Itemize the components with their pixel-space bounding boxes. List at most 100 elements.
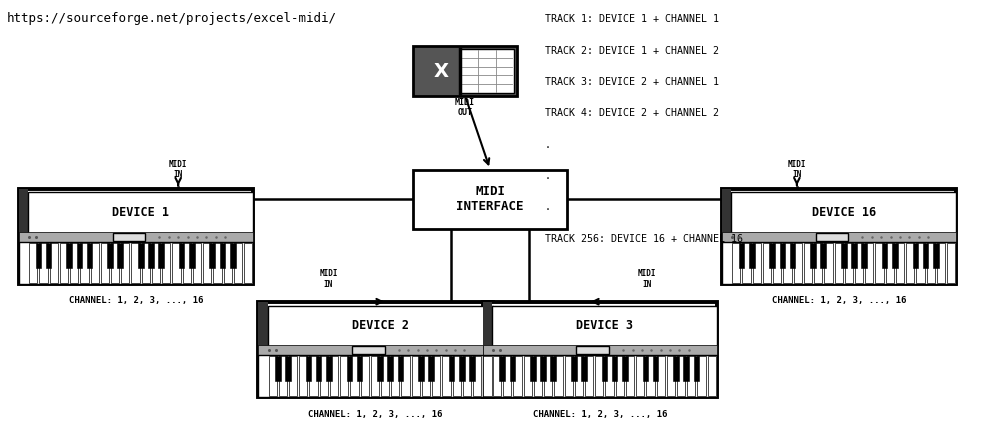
FancyBboxPatch shape	[350, 356, 359, 396]
FancyBboxPatch shape	[29, 243, 37, 283]
FancyBboxPatch shape	[886, 243, 894, 283]
FancyBboxPatch shape	[722, 242, 956, 284]
FancyBboxPatch shape	[753, 243, 761, 283]
FancyBboxPatch shape	[117, 243, 123, 268]
FancyBboxPatch shape	[595, 356, 603, 396]
FancyBboxPatch shape	[60, 243, 68, 283]
FancyBboxPatch shape	[371, 356, 379, 396]
FancyBboxPatch shape	[575, 356, 583, 396]
FancyBboxPatch shape	[209, 243, 215, 268]
Text: TRACK 256: DEVICE 16 + CHANNEL 16: TRACK 256: DEVICE 16 + CHANNEL 16	[545, 234, 743, 244]
FancyBboxPatch shape	[460, 49, 514, 93]
FancyBboxPatch shape	[503, 356, 511, 396]
FancyBboxPatch shape	[422, 356, 430, 396]
FancyBboxPatch shape	[70, 243, 78, 283]
FancyBboxPatch shape	[927, 243, 935, 283]
FancyBboxPatch shape	[142, 243, 150, 283]
FancyBboxPatch shape	[742, 243, 751, 283]
FancyBboxPatch shape	[875, 243, 884, 283]
FancyBboxPatch shape	[790, 243, 795, 268]
FancyBboxPatch shape	[449, 356, 454, 381]
FancyBboxPatch shape	[432, 356, 440, 396]
FancyBboxPatch shape	[646, 356, 655, 396]
FancyBboxPatch shape	[783, 243, 792, 283]
FancyBboxPatch shape	[581, 356, 587, 381]
FancyBboxPatch shape	[268, 306, 493, 346]
FancyBboxPatch shape	[694, 356, 699, 381]
FancyBboxPatch shape	[763, 243, 771, 283]
FancyBboxPatch shape	[289, 356, 297, 396]
FancyBboxPatch shape	[401, 356, 410, 396]
FancyBboxPatch shape	[213, 243, 222, 283]
Text: DEVICE 3: DEVICE 3	[576, 319, 633, 332]
Text: MIDI
IN: MIDI IN	[637, 269, 656, 289]
FancyBboxPatch shape	[814, 243, 822, 283]
FancyBboxPatch shape	[258, 302, 268, 397]
FancyBboxPatch shape	[824, 243, 833, 283]
FancyBboxPatch shape	[152, 243, 160, 283]
FancyBboxPatch shape	[158, 243, 164, 268]
FancyBboxPatch shape	[377, 356, 383, 381]
FancyBboxPatch shape	[483, 302, 492, 397]
FancyBboxPatch shape	[340, 356, 348, 396]
Text: DEVICE 2: DEVICE 2	[352, 319, 409, 332]
FancyBboxPatch shape	[769, 243, 775, 268]
FancyBboxPatch shape	[269, 356, 277, 396]
FancyBboxPatch shape	[381, 356, 389, 396]
FancyBboxPatch shape	[473, 356, 481, 396]
FancyBboxPatch shape	[234, 243, 242, 283]
FancyBboxPatch shape	[193, 243, 201, 283]
FancyBboxPatch shape	[77, 243, 82, 268]
Text: CHANNEL: 1, 2, 3, ..., 16: CHANNEL: 1, 2, 3, ..., 16	[772, 297, 906, 305]
FancyBboxPatch shape	[851, 243, 857, 268]
FancyBboxPatch shape	[810, 243, 816, 268]
FancyBboxPatch shape	[540, 356, 546, 381]
FancyBboxPatch shape	[352, 346, 385, 354]
FancyBboxPatch shape	[483, 355, 717, 397]
FancyBboxPatch shape	[626, 356, 634, 396]
FancyBboxPatch shape	[483, 356, 492, 396]
FancyBboxPatch shape	[39, 243, 48, 283]
Text: MIDI
INTERFACE: MIDI INTERFACE	[456, 185, 524, 213]
FancyBboxPatch shape	[697, 356, 706, 396]
FancyBboxPatch shape	[916, 243, 925, 283]
FancyBboxPatch shape	[550, 356, 556, 381]
FancyBboxPatch shape	[602, 356, 607, 381]
FancyBboxPatch shape	[861, 243, 867, 268]
FancyBboxPatch shape	[391, 356, 399, 396]
FancyBboxPatch shape	[121, 243, 129, 283]
FancyBboxPatch shape	[275, 356, 281, 381]
FancyBboxPatch shape	[816, 233, 848, 241]
FancyBboxPatch shape	[418, 356, 424, 381]
FancyBboxPatch shape	[258, 355, 493, 397]
FancyBboxPatch shape	[835, 243, 843, 283]
FancyBboxPatch shape	[387, 356, 393, 381]
FancyBboxPatch shape	[230, 243, 236, 268]
FancyBboxPatch shape	[749, 243, 755, 268]
FancyBboxPatch shape	[554, 356, 563, 396]
FancyBboxPatch shape	[913, 243, 918, 268]
FancyBboxPatch shape	[50, 243, 58, 283]
FancyBboxPatch shape	[571, 356, 577, 381]
FancyBboxPatch shape	[605, 356, 614, 396]
FancyBboxPatch shape	[244, 243, 252, 283]
FancyBboxPatch shape	[316, 356, 321, 381]
FancyBboxPatch shape	[179, 243, 184, 268]
Text: https://sourceforge.net/projects/excel-midi/: https://sourceforge.net/projects/excel-m…	[6, 12, 336, 25]
FancyBboxPatch shape	[510, 356, 515, 381]
FancyBboxPatch shape	[657, 356, 665, 396]
FancyBboxPatch shape	[172, 243, 181, 283]
FancyBboxPatch shape	[46, 243, 51, 268]
FancyBboxPatch shape	[258, 302, 493, 397]
FancyBboxPatch shape	[865, 243, 873, 283]
FancyBboxPatch shape	[279, 356, 287, 396]
FancyBboxPatch shape	[892, 243, 898, 268]
FancyBboxPatch shape	[708, 356, 716, 396]
FancyBboxPatch shape	[347, 356, 352, 381]
FancyBboxPatch shape	[677, 356, 685, 396]
Text: CHANNEL: 1, 2, 3, ..., 16: CHANNEL: 1, 2, 3, ..., 16	[69, 297, 203, 305]
FancyBboxPatch shape	[19, 232, 253, 242]
Text: CHANNEL: 1, 2, 3, ..., 16: CHANNEL: 1, 2, 3, ..., 16	[533, 410, 667, 419]
FancyBboxPatch shape	[203, 243, 211, 283]
FancyBboxPatch shape	[492, 306, 717, 346]
